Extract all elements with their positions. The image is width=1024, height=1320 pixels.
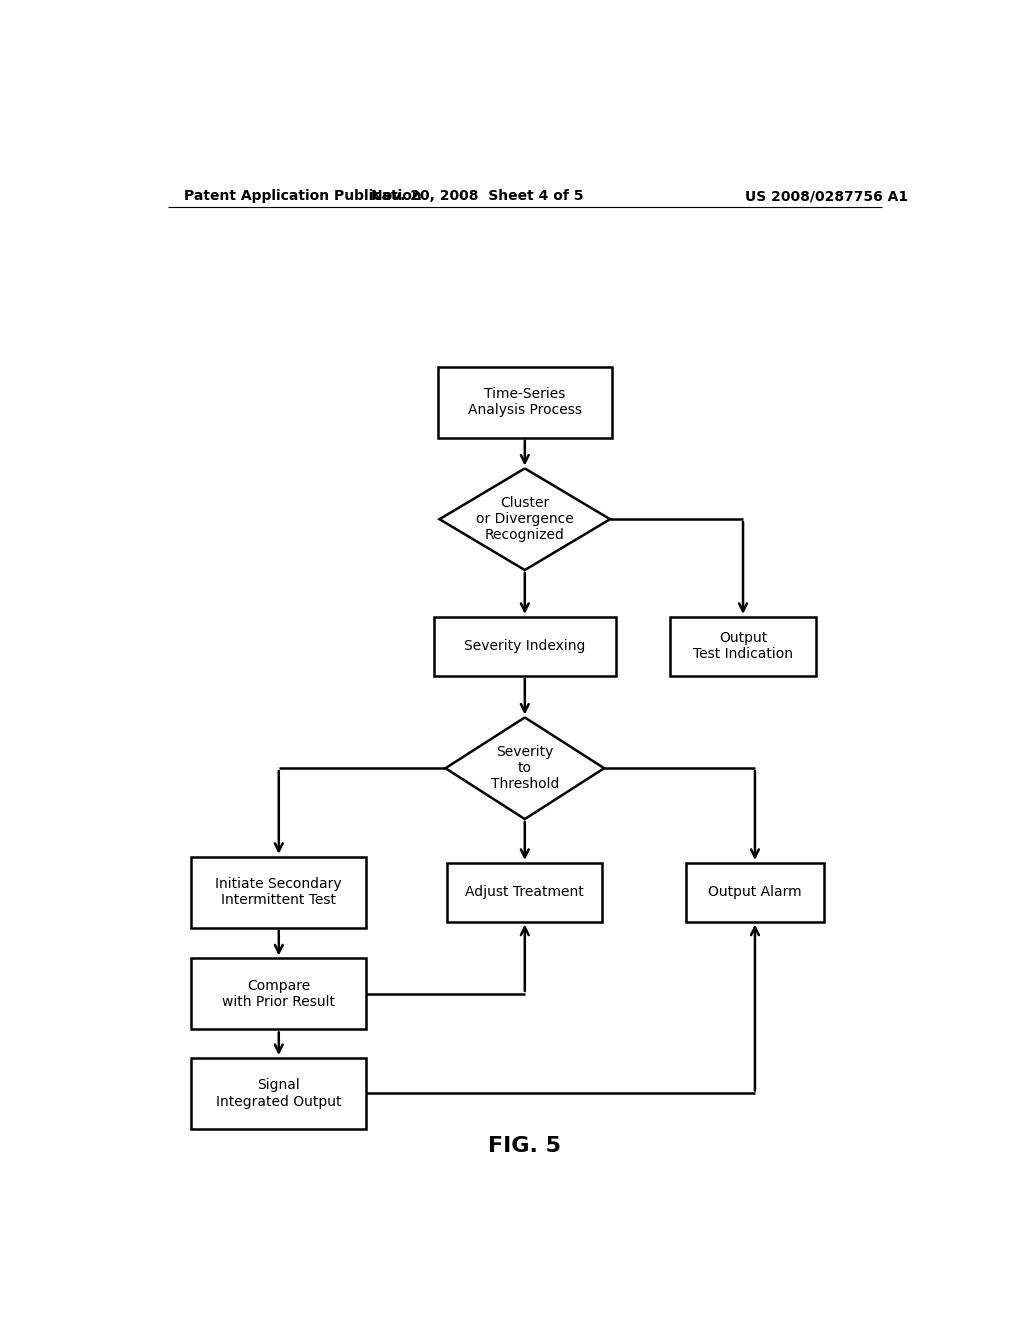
Text: US 2008/0287756 A1: US 2008/0287756 A1 bbox=[744, 189, 908, 203]
FancyBboxPatch shape bbox=[685, 863, 824, 921]
FancyBboxPatch shape bbox=[447, 863, 602, 921]
Polygon shape bbox=[439, 469, 610, 570]
FancyBboxPatch shape bbox=[191, 857, 367, 928]
FancyBboxPatch shape bbox=[437, 367, 612, 438]
Polygon shape bbox=[445, 718, 604, 818]
Text: Cluster
or Divergence
Recognized: Cluster or Divergence Recognized bbox=[476, 496, 573, 543]
Text: Patent Application Publication: Patent Application Publication bbox=[183, 189, 421, 203]
Text: Severity
to
Threshold: Severity to Threshold bbox=[490, 744, 559, 792]
Text: Signal
Integrated Output: Signal Integrated Output bbox=[216, 1078, 342, 1109]
Text: FIG. 5: FIG. 5 bbox=[488, 1137, 561, 1156]
Text: Output
Test Indication: Output Test Indication bbox=[693, 631, 793, 661]
FancyBboxPatch shape bbox=[191, 1057, 367, 1129]
Text: Severity Indexing: Severity Indexing bbox=[464, 639, 586, 653]
Text: Output Alarm: Output Alarm bbox=[709, 886, 802, 899]
Text: Adjust Treatment: Adjust Treatment bbox=[466, 886, 584, 899]
Text: Compare
with Prior Result: Compare with Prior Result bbox=[222, 979, 335, 1008]
Text: Nov. 20, 2008  Sheet 4 of 5: Nov. 20, 2008 Sheet 4 of 5 bbox=[371, 189, 584, 203]
Text: Initiate Secondary
Intermittent Test: Initiate Secondary Intermittent Test bbox=[215, 878, 342, 907]
FancyBboxPatch shape bbox=[670, 616, 816, 676]
FancyBboxPatch shape bbox=[433, 616, 616, 676]
FancyBboxPatch shape bbox=[191, 958, 367, 1030]
Text: Time-Series
Analysis Process: Time-Series Analysis Process bbox=[468, 387, 582, 417]
